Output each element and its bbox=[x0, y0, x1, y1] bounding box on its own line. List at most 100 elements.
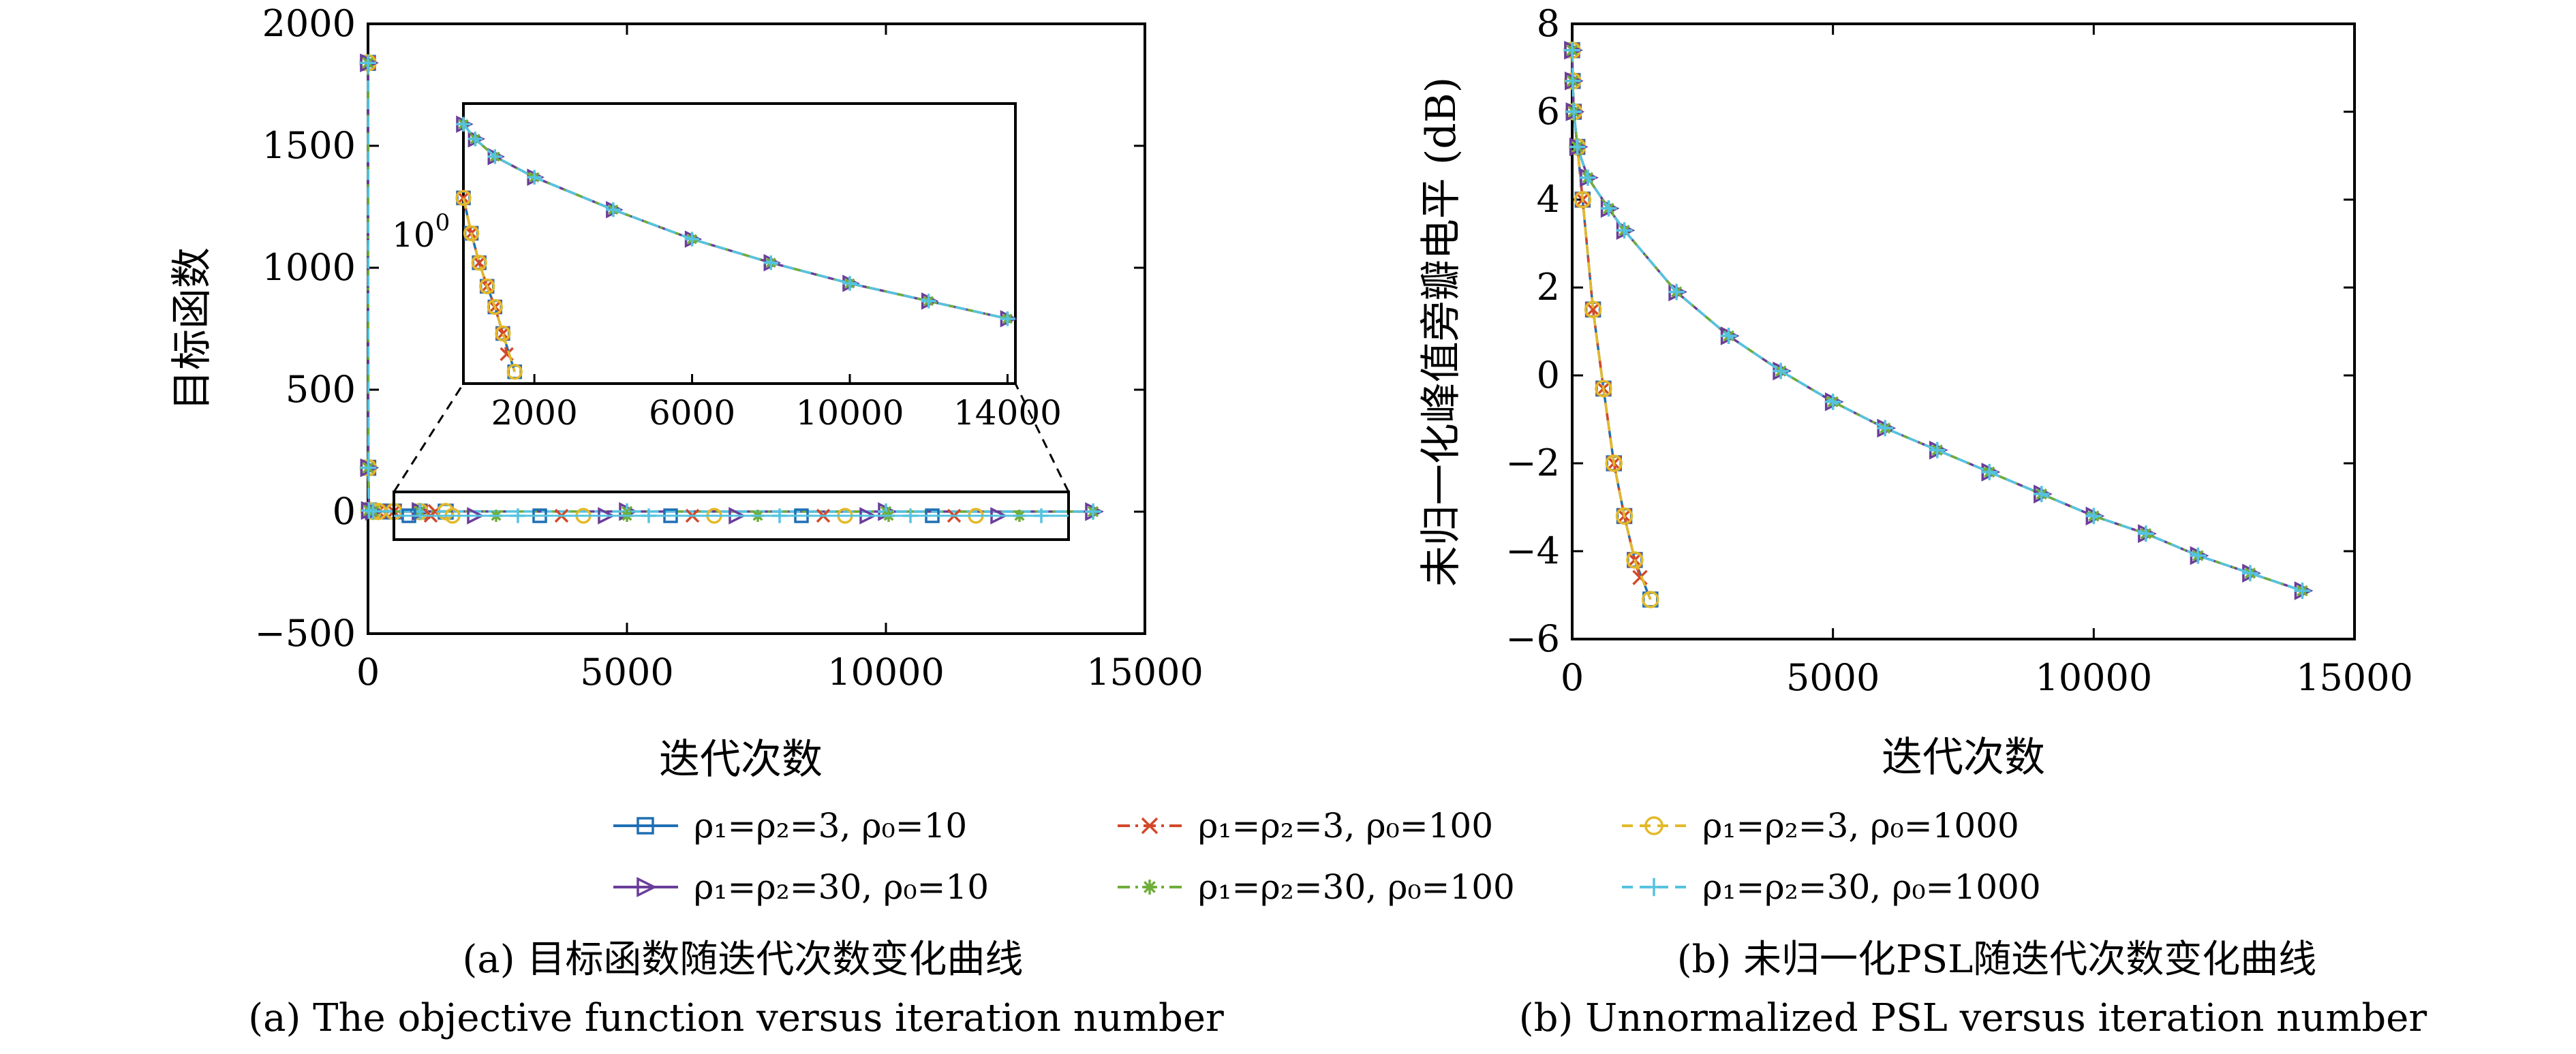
legend-marker bbox=[637, 877, 658, 897]
inset-x-tick-label: 10000 bbox=[795, 393, 904, 433]
panel-b-y-tick-label: −2 bbox=[1505, 441, 1560, 484]
legend-label: ρ₁=ρ₂=30, ρ₀=100 bbox=[1198, 867, 1515, 907]
legend-item-4: ρ₁=ρ₂=30, ρ₀=10 bbox=[613, 867, 989, 907]
panel-b-x-tick-label: 5000 bbox=[1786, 656, 1880, 699]
inset-series-marker-6 bbox=[763, 255, 779, 270]
legend-label: ρ₁=ρ₂=30, ρ₀=1000 bbox=[1702, 867, 2041, 907]
panel-b-series-marker-6 bbox=[1616, 222, 1633, 239]
inset-x-tick-label: 2000 bbox=[491, 393, 578, 433]
panel-a-series-line-3 bbox=[367, 63, 446, 513]
panel-b-series-marker-6 bbox=[2294, 583, 2311, 600]
panel-b-series-marker-6 bbox=[1773, 362, 1790, 379]
caption-b-chinese: (b) 未归一化PSL随迭代次数变化曲线 bbox=[1677, 937, 2317, 982]
zoom-region-markers bbox=[394, 507, 1069, 525]
panel-b-x-ticks: 0 5000 10000 15000 bbox=[1561, 24, 2413, 699]
panel-b-series-marker-3 bbox=[1584, 300, 1602, 318]
panel-b-series-marker-6 bbox=[1564, 42, 1580, 59]
caption-a-chinese: (a) 目标函数随迭代次数变化曲线 bbox=[463, 937, 1024, 982]
panel-b-series-marker-6 bbox=[1824, 393, 1841, 410]
inset-series-marker-3 bbox=[487, 298, 503, 315]
inset-series-marker-6 bbox=[456, 117, 471, 132]
legend-item-5: ρ₁=ρ₂=30, ρ₀=100 bbox=[1118, 867, 1515, 907]
inset-series-marker-6 bbox=[487, 149, 503, 164]
panel-b-x-tick-label: 15000 bbox=[2296, 656, 2413, 699]
panel-b-chart: −6 −4 −2 0 2 4 6 8 0 5000 10000 15000 迭代次数 未归一化峰值旁… bbox=[1417, 2, 2413, 781]
panel-a-x-tick-label: 10000 bbox=[827, 651, 945, 694]
panel-a-y-tick-label: 0 bbox=[333, 490, 356, 533]
zoom-connector-right bbox=[1014, 383, 1070, 493]
inset-y-tick-label: 100 bbox=[392, 209, 450, 255]
panel-b-series-line-4 bbox=[1571, 50, 2303, 592]
inset-series-marker-6 bbox=[684, 232, 700, 247]
inset-x-tick-label: 6000 bbox=[649, 393, 735, 433]
inset-series-marker-6 bbox=[921, 294, 936, 309]
panel-a-series-marker-6 bbox=[365, 503, 382, 520]
legend-label: ρ₁=ρ₂=30, ρ₀=10 bbox=[694, 867, 989, 907]
panel-a-y-ticks: −500 0 500 1000 1500 2000 bbox=[255, 2, 1145, 655]
panel-b-series-marker-6 bbox=[1579, 169, 1596, 186]
inset-series-marker-3 bbox=[471, 254, 487, 271]
panel-b-series-marker-6 bbox=[2190, 547, 2207, 564]
panel-b-series-line-5 bbox=[1571, 50, 2303, 592]
panel-b-series-marker-3 bbox=[1626, 551, 1644, 569]
panel-b-y-tick-label: −6 bbox=[1505, 617, 1560, 660]
panel-b-y-tick-label: −4 bbox=[1505, 529, 1560, 572]
panel-a-y-tick-label: −500 bbox=[255, 612, 356, 655]
panel-b-series-marker-6 bbox=[1668, 283, 1685, 300]
inset-x-ticks: 2000 6000 10000 14000 bbox=[491, 374, 1062, 433]
panel-b-series-marker-6 bbox=[1929, 441, 1946, 459]
inset-series-marker-3 bbox=[455, 189, 472, 206]
inset-series-marker-6 bbox=[1000, 311, 1015, 326]
panel-b-series-marker-6 bbox=[2137, 525, 2154, 542]
zoom-connector-left bbox=[393, 383, 465, 493]
inset-series-marker-6 bbox=[467, 131, 483, 146]
inset-series-marker-3 bbox=[479, 278, 495, 294]
panel-a-x-tick-label: 0 bbox=[356, 651, 380, 694]
caption-a-english: (a) The objective function versus iterat… bbox=[248, 996, 1224, 1040]
legend-item-1: ρ₁=ρ₂=3, ρ₀=10 bbox=[613, 806, 967, 846]
legend-label: ρ₁=ρ₂=3, ρ₀=1000 bbox=[1702, 806, 2019, 846]
inset-x-tick-label: 14000 bbox=[953, 393, 1062, 433]
legend-item-6: ρ₁=ρ₂=30, ρ₀=1000 bbox=[1622, 867, 2041, 907]
panel-a-series-marker-6 bbox=[360, 55, 376, 72]
caption-b-english: (b) Unnormalized PSL versus iteration nu… bbox=[1519, 996, 2427, 1040]
panel-b-series-marker-6 bbox=[1565, 104, 1582, 120]
panel-b-y-tick-label: 4 bbox=[1537, 178, 1560, 221]
panel-a-series-marker-6 bbox=[360, 459, 377, 476]
panel-b-series-marker-6 bbox=[2033, 486, 2050, 503]
panel-a-x-tick-label: 5000 bbox=[580, 651, 673, 694]
legend-item-3: ρ₁=ρ₂=3, ρ₀=1000 bbox=[1622, 806, 2019, 846]
panel-b-series-line-1 bbox=[1571, 50, 1652, 600]
legend-item-2: ρ₁=ρ₂=3, ρ₀=100 bbox=[1118, 806, 1493, 846]
panel-a-y-tick-label: 1000 bbox=[262, 246, 356, 289]
legend-marker bbox=[1644, 816, 1663, 835]
inset-series-line-6 bbox=[462, 123, 1008, 320]
panel-a-y-tick-label: 1500 bbox=[262, 124, 356, 167]
panel-b-y-tick-label: 8 bbox=[1537, 2, 1560, 45]
inset-series-marker-6 bbox=[606, 202, 621, 217]
panel-b-series-marker-6 bbox=[2085, 508, 2102, 525]
legend-marker bbox=[1141, 817, 1159, 835]
panel-a-x-ticks: 0 5000 10000 15000 bbox=[356, 24, 1203, 694]
legend-marker bbox=[1644, 878, 1663, 897]
panel-b-series-marker-3 bbox=[1615, 507, 1634, 525]
panel-b-x-axis-label: 迭代次数 bbox=[1882, 734, 2045, 781]
legend-label: ρ₁=ρ₂=3, ρ₀=10 bbox=[694, 806, 967, 846]
panel-b-frame bbox=[1571, 22, 2356, 640]
panel-b-x-tick-label: 10000 bbox=[2035, 656, 2152, 699]
panel-b-y-tick-label: 6 bbox=[1537, 90, 1560, 133]
panel-a-y-tick-label: 500 bbox=[286, 368, 356, 411]
panel-b-series-marker-3 bbox=[1595, 379, 1612, 398]
panel-b-y-tick-label: 2 bbox=[1537, 266, 1560, 309]
panel-b-series-marker-6 bbox=[1600, 200, 1617, 217]
panel-b-series-marker-3 bbox=[1642, 591, 1659, 608]
panel-b-series-marker-6 bbox=[1981, 463, 1998, 480]
panel-a-series-marker-6 bbox=[1085, 503, 1101, 520]
legend: ρ₁=ρ₂=3, ρ₀=10 ρ₁=ρ₂=3, ρ₀=100 ρ₁=ρ₂=3, ρ₀… bbox=[613, 806, 2041, 907]
panel-b-series-marker-6 bbox=[1877, 420, 1894, 437]
panel-b-series-line-2 bbox=[1571, 50, 1642, 578]
inset-series-marker-3 bbox=[506, 364, 523, 380]
panel-b-series-marker-3 bbox=[1574, 191, 1592, 208]
